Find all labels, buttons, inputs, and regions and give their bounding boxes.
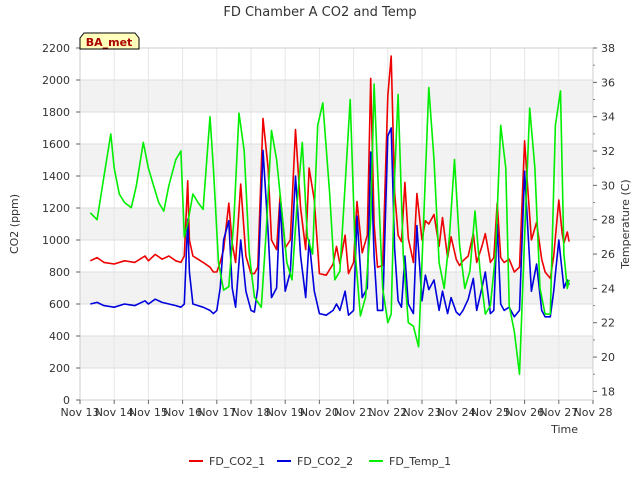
series-line-fd-temp-1 <box>89 83 570 376</box>
y-tick-label: 1200 <box>42 202 70 215</box>
y-tick-label: 1800 <box>42 106 70 119</box>
background-band <box>80 80 593 112</box>
x-tick-label: Nov 19 <box>266 406 305 419</box>
y-tick-label: 400 <box>49 330 70 343</box>
y-tick-label: 0 <box>63 394 70 407</box>
series-line-fd-co2-2 <box>90 127 570 318</box>
x-tick-label: Nov 28 <box>574 406 613 419</box>
x-tick-label: Nov 24 <box>437 406 476 419</box>
y2-tick-label: 24 <box>601 282 615 295</box>
x-tick-label: Nov 18 <box>232 406 271 419</box>
plot-frame <box>79 47 594 401</box>
y2-tick-label: 38 <box>601 42 615 55</box>
legend: FD_CO2_1 FD_CO2_2 FD_Temp_1 <box>189 455 451 468</box>
series-lines <box>89 55 570 376</box>
x-axis-label: Time <box>550 423 578 436</box>
legend-label-fd-co2-1: FD_CO2_1 <box>209 455 265 468</box>
y-tick-label: 800 <box>49 266 70 279</box>
y2-axis-ticks: 18 20 22 24 26 28 30 32 34 36 38 <box>593 42 615 398</box>
x-tick-label: Nov 21 <box>334 406 373 419</box>
y2-tick-label: 26 <box>601 248 615 261</box>
background-band <box>80 336 593 368</box>
x-tick-label: Nov 17 <box>197 406 236 419</box>
y-tick-label: 2000 <box>42 74 70 87</box>
x-tick-label: Nov 14 <box>95 406 134 419</box>
series-line-fd-co2-1 <box>89 55 570 280</box>
y-axis-label: CO2 (ppm) <box>8 194 21 254</box>
x-tick-label: Nov 27 <box>539 406 578 419</box>
background-band <box>80 208 593 240</box>
x-tick-label: Nov 15 <box>129 406 168 419</box>
y2-tick-label: 34 <box>601 111 615 124</box>
y-tick-label: 1400 <box>42 170 70 183</box>
y-tick-label: 1000 <box>42 234 70 247</box>
chart-title: FD Chamber A CO2 and Temp <box>223 5 416 20</box>
x-tick-label: Nov 26 <box>505 406 544 419</box>
legend-label-fd-temp-1: FD_Temp_1 <box>389 455 451 468</box>
ba-met-badge: BA_met <box>79 32 140 50</box>
y2-tick-label: 20 <box>601 351 615 364</box>
x-tick-label: Nov 23 <box>403 406 442 419</box>
badge-shape <box>79 32 140 50</box>
y-axis-ticks: 0 200 400 600 800 1000 1200 1400 1600 1800 2000 220… <box>42 42 80 407</box>
y2-tick-label: 30 <box>601 179 615 192</box>
legend-label-fd-co2-2: FD_CO2_2 <box>297 455 353 468</box>
y2-tick-label: 36 <box>601 76 615 89</box>
y2-tick-label: 28 <box>601 214 615 227</box>
x-tick-label: Nov 22 <box>368 406 407 419</box>
y-tick-label: 1600 <box>42 138 70 151</box>
x-tick-label: Nov 16 <box>163 406 202 419</box>
y-tick-label: 2200 <box>42 42 70 55</box>
x-tick-label: Nov 20 <box>300 406 339 419</box>
x-tick-label: Nov 25 <box>471 406 510 419</box>
y2-axis-label: Temperature (C) <box>619 179 632 269</box>
background-bands <box>80 80 593 368</box>
y2-tick-label: 22 <box>601 317 615 330</box>
x-tick-label: Nov 13 <box>61 406 100 419</box>
background-band <box>80 144 593 176</box>
y2-tick-label: 32 <box>601 145 615 158</box>
y-tick-label: 200 <box>49 362 70 375</box>
y2-tick-label: 18 <box>601 385 615 398</box>
badge-label: BA_met <box>86 36 133 49</box>
y-tick-label: 600 <box>49 298 70 311</box>
